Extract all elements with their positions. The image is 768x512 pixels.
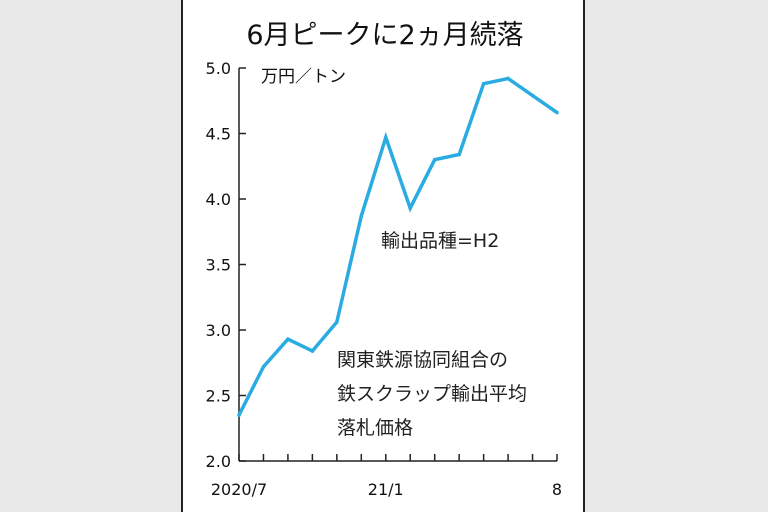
y-tick-label: 3.5 (206, 256, 231, 275)
data-point-2020/8 (261, 364, 266, 369)
x-tick-label: 8 (552, 480, 562, 499)
data-point-21/1 (383, 135, 388, 140)
y-tick-label: 2.5 (206, 387, 231, 406)
data-point-21/3 (432, 157, 437, 162)
data-point-21/7 (530, 93, 535, 98)
series-label: 輸出品種=H2 (381, 230, 499, 252)
y-tick-label: 5.0 (206, 59, 231, 78)
annotation-line-1: 関東鉄源協同組合の (337, 349, 508, 371)
x-tick-label: 2020/7 (211, 480, 267, 499)
annotation-line-3: 落札価格 (337, 417, 413, 439)
data-point-2020/12 (359, 214, 364, 218)
data-point-2020/9 (286, 337, 290, 341)
data-point-21/8 (555, 110, 559, 115)
data-point-21/5 (481, 81, 486, 86)
chart-title: 6月ピークに2ヵ月続落 (246, 20, 523, 51)
data-point-2020/11 (335, 320, 339, 324)
data-point-2020/10 (310, 349, 315, 353)
chart-frame: 6月ピークに2ヵ月続落 万円／トン 2.0 2.5 3.0 3.5 4.0 4.5 5.0 … (181, 0, 585, 512)
x-ticks: 2020/7 21/1 8 (211, 454, 562, 499)
x-tick-label: 21/1 (368, 480, 404, 499)
data-point-2020/7 (237, 413, 241, 417)
unit-label: 万円／トン (261, 67, 346, 87)
y-tick-label: 4.5 (206, 125, 231, 144)
y-tick-label: 3.0 (206, 321, 231, 340)
data-points (237, 76, 559, 417)
y-tick-label: 2.0 (206, 452, 231, 471)
series-line (237, 76, 558, 416)
data-point-21/2 (408, 206, 413, 210)
data-point-21/6 (506, 76, 510, 81)
y-ticks: 2.0 2.5 3.0 3.5 4.0 4.5 5.0 (206, 59, 246, 471)
line-chart: 6月ピークに2ヵ月続落 万円／トン 2.02.53.03.54.04.55.0 … (206, 20, 563, 499)
annotation-line-2: 鉄スクラップ輸出平均 (337, 383, 527, 405)
y-tick-label: 4.0 (206, 190, 231, 209)
data-point-21/4 (457, 152, 461, 157)
